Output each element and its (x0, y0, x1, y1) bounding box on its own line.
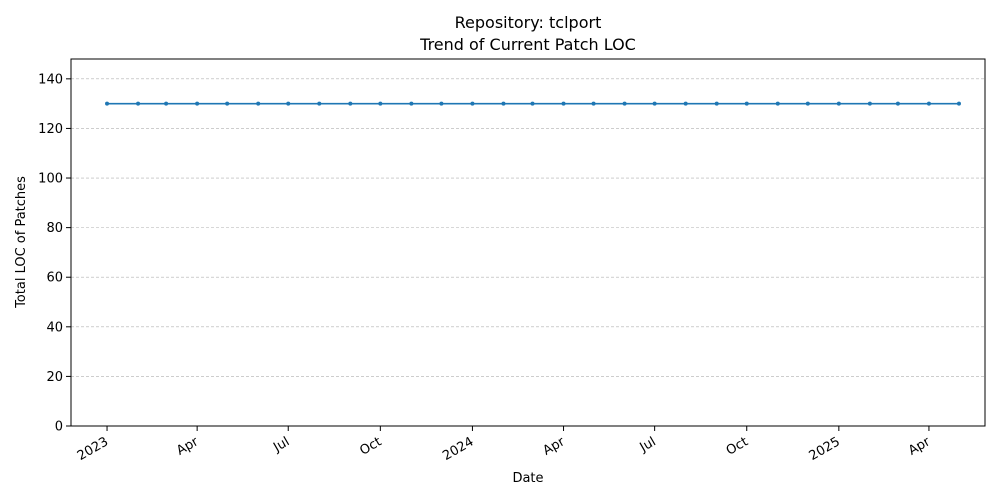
data-point (775, 101, 780, 106)
x-tick-label: Apr (906, 434, 934, 459)
data-point (286, 101, 291, 106)
data-point (195, 101, 200, 106)
y-tick-label: 140 (38, 72, 63, 87)
data-point (744, 101, 749, 106)
data-point (501, 101, 506, 106)
y-tick-label: 60 (46, 271, 63, 286)
data-point (348, 101, 353, 106)
data-point (530, 101, 535, 106)
data-point (683, 101, 688, 106)
y-tick-label: 80 (46, 221, 63, 236)
chart-subtitle: Trend of Current Patch LOC (419, 35, 636, 54)
y-axis: 0 20 40 60 80 100 120 140 (38, 72, 71, 435)
plot-frame (70, 58, 986, 427)
x-tick-label: Jul (637, 434, 659, 455)
y-tick-label: 20 (46, 370, 63, 385)
data-point (136, 101, 141, 106)
data-point (409, 101, 414, 106)
data-point (805, 101, 810, 106)
x-tick-label: Oct (357, 434, 384, 458)
x-tick-label: 2025 (807, 434, 843, 464)
data-point (378, 101, 383, 106)
data-point (561, 101, 566, 106)
data-point (867, 101, 872, 106)
data-point (439, 101, 444, 106)
data-point (895, 101, 900, 106)
data-point (622, 101, 627, 106)
data-point (225, 101, 230, 106)
data-point (317, 101, 322, 106)
gridlines (71, 78, 985, 377)
data-point (105, 101, 110, 106)
x-tick-label: 2023 (75, 434, 111, 464)
x-tick-label: Apr (541, 434, 569, 459)
x-axis: 2023 Apr Jul Oct 2024 Apr Jul Oct 2025 Apr (75, 426, 934, 464)
data-point (836, 101, 841, 106)
data-point (470, 101, 475, 106)
data-point (926, 101, 931, 106)
series-group (105, 101, 961, 106)
x-tick-label: Apr (174, 434, 202, 459)
x-tick-label: Jul (270, 434, 292, 455)
y-axis-label: Total LOC of Patches (14, 176, 29, 309)
data-point (591, 101, 596, 106)
data-point (956, 101, 961, 106)
data-point (652, 101, 657, 106)
data-point (714, 101, 719, 106)
y-tick-label: 100 (38, 172, 63, 187)
data-point (164, 101, 169, 106)
chart-title: Repository: tclport (455, 13, 602, 32)
y-tick-label: 120 (38, 122, 63, 137)
data-point (256, 101, 261, 106)
y-tick-label: 40 (46, 320, 63, 335)
x-tick-label: 2024 (440, 434, 476, 464)
y-tick-label: 0 (55, 420, 63, 435)
x-axis-label: Date (512, 471, 543, 486)
x-tick-label: Oct (724, 434, 751, 458)
